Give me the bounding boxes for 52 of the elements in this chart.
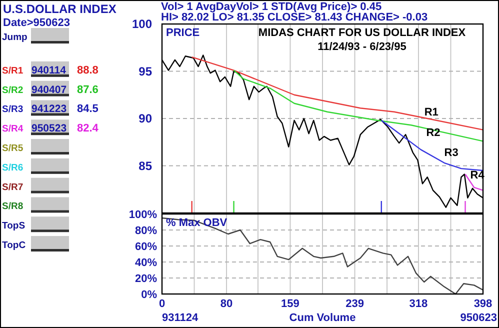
x-tick-label: 0	[158, 298, 166, 310]
text: U.S.DOLLAR INDEX	[3, 2, 116, 16]
chart-title: MIDAS CHART FOR US DOLLAR INDEX	[258, 27, 466, 39]
y-tick-label: 85	[138, 158, 152, 173]
y-axis-title: % Max OBV	[166, 217, 228, 229]
y-tick-label: 90	[138, 112, 152, 126]
text: HI> 82.02 LO> 81.35 CLOSE> 81.43 CHANGE> -0.03	[161, 12, 428, 24]
text: Vol> 1 AvgDayVol> 1 STD(Avg Price)> 0.45	[161, 1, 382, 13]
y-tick-label: 95	[138, 64, 152, 78]
category-label: S/R5	[2, 143, 24, 154]
y-tick-label: 40%	[134, 257, 158, 269]
x-axis-title: Cum Volume	[289, 312, 356, 324]
text: 11/24/93 - 6/23/95	[318, 41, 406, 53]
category-label: TopS	[2, 220, 26, 232]
line-series	[380, 120, 484, 172]
text: 940407	[32, 84, 67, 96]
y-axis-title: PRICE	[166, 27, 200, 39]
text: 950623	[460, 312, 497, 324]
text: 941223	[32, 103, 67, 116]
category-label: Jump	[2, 32, 28, 43]
line-series	[233, 70, 484, 142]
series-label: R3	[444, 146, 458, 159]
y-tick-label: 100%	[128, 209, 158, 221]
category-label: S/R6	[2, 162, 24, 174]
x-tick-label: 159	[281, 298, 300, 310]
text: 931124	[162, 312, 199, 324]
series-label: R2	[426, 127, 440, 140]
line-series	[161, 217, 484, 295]
series-label: R1	[424, 106, 438, 118]
x-tick-label: 318	[409, 298, 428, 310]
text: 88.8	[77, 64, 98, 76]
x-tick-label: 80	[220, 298, 233, 310]
y-tick-label: 100	[132, 17, 152, 31]
y-tick-label: 0%	[141, 289, 158, 301]
category-label: S/R2	[2, 84, 24, 96]
category-label: TopC	[2, 240, 26, 251]
y-tick-label: 60%	[134, 241, 158, 253]
y-tick-label: 20%	[134, 273, 158, 285]
y-tick-label: 80%	[134, 225, 158, 237]
category-label: S/R7	[2, 182, 24, 193]
x-tick-label: 239	[346, 298, 364, 310]
category-label: S/R8	[2, 201, 24, 212]
category-label: S/R4	[2, 124, 24, 135]
x-tick-label: 398	[474, 298, 492, 310]
category-label: S/R1	[2, 65, 24, 76]
text: 84.5	[77, 103, 98, 116]
text: 82.4	[77, 122, 100, 135]
text: 940114	[32, 64, 66, 76]
text: Date>950623	[3, 17, 70, 29]
category-label: S/R3	[2, 104, 24, 116]
text: 950523	[32, 122, 67, 135]
text: 87.6	[77, 84, 98, 96]
